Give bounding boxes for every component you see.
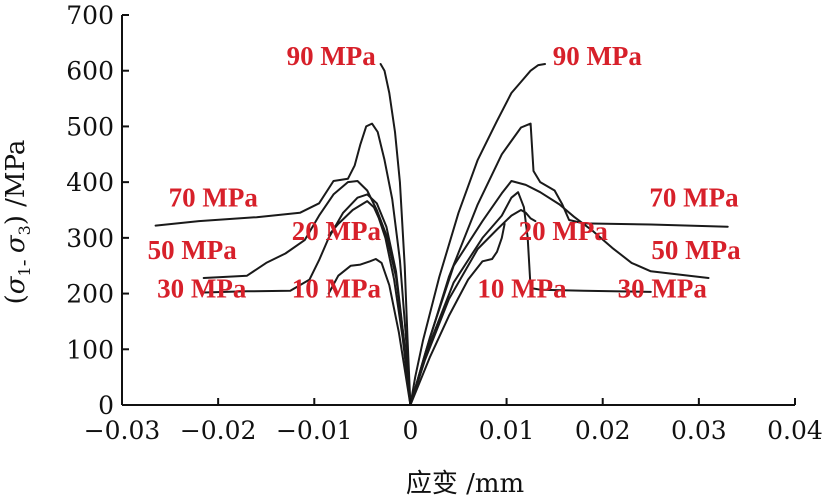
y-tick-label: 300	[66, 224, 114, 253]
label-30mpa-left: 30 MPa	[157, 274, 247, 304]
x-axis-ticks: −0.03 −0.02 −0.01 0 0.01 0.02 0.03 0.04	[84, 398, 823, 445]
x-tick-label: −0.02	[180, 416, 257, 445]
label-90mpa-right: 90 MPa	[553, 41, 643, 71]
y-axis-ticks: 0 100 200 300 400 500 600 700	[66, 1, 129, 420]
label-30mpa-right: 30 MPa	[618, 274, 708, 304]
y-tick-label: 500	[66, 112, 114, 141]
x-tick-label: 0	[402, 416, 418, 445]
y-tick-label: 100	[66, 335, 114, 364]
x-tick-label: 0.04	[767, 416, 823, 445]
curve-10mpa	[327, 222, 506, 406]
label-50mpa-right: 50 MPa	[651, 235, 741, 265]
curve-70mpa	[154, 122, 729, 406]
label-10mpa-right: 10 MPa	[477, 274, 567, 304]
y-tick-label: 600	[66, 57, 114, 86]
curve-90mpa	[379, 63, 546, 406]
y-axis-title-sub1: 1	[15, 266, 34, 276]
label-50mpa-left: 50 MPa	[148, 235, 238, 265]
y-tick-label: 0	[98, 391, 114, 420]
x-tick-label: −0.03	[84, 416, 161, 445]
label-90mpa-left: 90 MPa	[287, 41, 377, 71]
label-20mpa-right: 20 MPa	[519, 216, 609, 246]
x-tick-label: −0.01	[276, 416, 353, 445]
y-axis-title: (σ1- σ3) /MPa	[1, 140, 35, 305]
y-axis-title-open: (	[1, 294, 31, 304]
x-tick-label: 0.03	[671, 416, 727, 445]
x-tick-label: 0.02	[575, 416, 631, 445]
x-axis-title: 应变 /mm	[406, 469, 524, 499]
label-70mpa-left: 70 MPa	[169, 183, 259, 213]
curve-layer	[154, 63, 729, 406]
label-10mpa-left: 10 MPa	[292, 274, 382, 304]
y-tick-label: 400	[66, 168, 114, 197]
y-axis-title-sigma3: σ	[1, 234, 31, 253]
x-tick-label: 0.01	[479, 416, 535, 445]
y-tick-label: 200	[66, 280, 114, 309]
series-label-layer: 90 MPa 90 MPa 70 MPa 70 MPa 50 MPa 50 MPa 30 M…	[148, 41, 742, 303]
y-axis-title-unit: ) /MPa	[1, 140, 31, 226]
label-70mpa-right: 70 MPa	[649, 183, 739, 213]
y-axis-title-sub3: 3	[15, 225, 34, 235]
y-axis-title-dash: -	[11, 253, 35, 266]
y-tick-label: 700	[66, 1, 114, 30]
label-20mpa-left: 20 MPa	[292, 216, 382, 246]
y-axis-title-sigma1: σ	[1, 275, 31, 294]
